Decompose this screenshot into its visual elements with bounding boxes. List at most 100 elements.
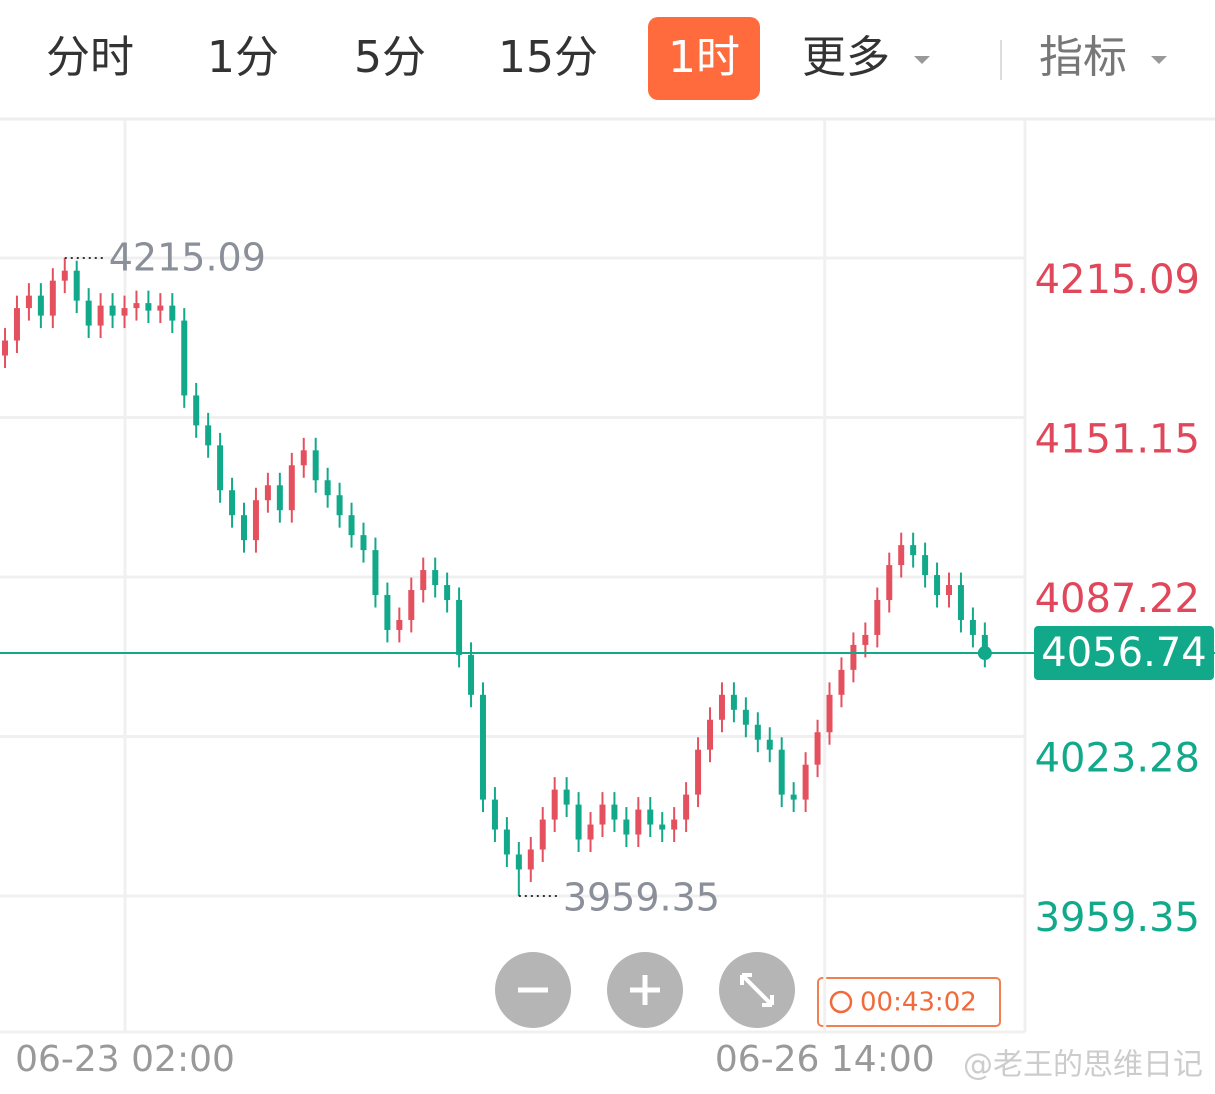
candle-body [730,694,737,710]
candle-body [193,395,200,426]
candle-body [814,732,821,765]
candle-body [563,789,570,805]
candle-body [229,490,236,516]
dropdown-arrow [914,56,930,64]
candle-body [73,270,80,301]
x-tick-label: 06-23 02:00 [15,1039,235,1080]
candle-body [647,809,654,825]
candle-body [157,305,164,311]
watermark: @老王的思维日记 [963,1048,1203,1083]
candle-body [850,644,857,670]
candle-body [575,804,582,840]
candle-body [754,724,761,740]
candle-body [898,545,905,566]
candle-body [718,694,725,720]
timer: 00:43:02 [860,988,977,1018]
tab[interactable]: 指标 [1039,32,1127,83]
high-label: 4215.09 [109,235,266,279]
tab[interactable]: 15分 [498,32,598,83]
candle-body [515,854,522,870]
candle-body [886,565,893,601]
x-tick-label: 06-26 14:00 [715,1039,935,1080]
last-price-dot [977,646,992,661]
candle-body [659,824,666,830]
candle-body [683,794,690,820]
candle-body [981,634,988,654]
tab[interactable]: 分时 [46,32,134,83]
candle-body [695,749,702,795]
candle-body [874,600,881,635]
candle-body [121,308,128,316]
candle-body [420,570,427,591]
candle-body [922,555,929,576]
candle-body [336,495,343,516]
candle-body [910,545,917,556]
candle-body [946,585,953,596]
candle-body [444,585,451,601]
y-tick-label: 4087.22 [1035,576,1200,622]
candle-body [635,809,642,835]
dropdown-arrow [1151,56,1167,64]
candle-body [790,794,797,800]
y-tick-label: 4215.09 [1035,257,1200,303]
candle-body [276,485,283,511]
candle-body [862,634,869,645]
y-tick-label: 3959.35 [1035,895,1200,941]
candle-body [539,819,546,850]
candle-body [479,694,486,800]
y-tick-label: 4023.28 [1035,736,1200,782]
candle-body [241,515,248,541]
candle-body [288,465,295,511]
candle-body [671,819,678,830]
timer-box [817,977,1001,1027]
y-tick-label: 4151.15 [1035,417,1200,463]
candle-body [25,295,32,309]
candle-body [181,320,188,396]
candle-body [109,305,116,316]
candle-body [551,789,558,820]
candle-body [491,799,498,830]
tab[interactable]: 1分 [207,32,279,83]
candle-body [802,764,809,800]
candle-body [61,270,68,281]
candle-body [324,480,331,496]
candle-body [2,340,9,356]
candle-body [826,694,833,733]
candle-body [169,305,176,321]
candle-body [348,515,355,536]
candle-body [384,595,391,630]
candle-body [252,500,259,541]
tab[interactable]: 5分 [354,32,426,83]
candle-body [300,450,307,466]
candle-body [611,804,618,820]
candle-body [85,300,92,326]
candle-body [707,719,714,750]
candle-body [396,619,403,630]
candle-body [97,305,104,326]
candle-body [217,445,224,491]
tab[interactable]: 1时 [668,32,740,83]
candle-body [205,425,212,446]
candle-body [264,485,271,501]
candle-body [969,619,976,635]
tab[interactable]: 更多 [802,32,890,83]
candle-body [934,575,941,596]
candle-body [408,590,415,620]
low-label: 3959.35 [563,876,720,920]
candle-body [360,535,367,551]
clock-icon [829,990,853,1014]
candle-body [503,829,510,855]
candle-body [133,303,140,309]
last-price-label: 4056.74 [1041,630,1206,676]
plot: 3959.35 4023.28 4087.22 4151.15 4215.09 06-23… [0,120,1215,1080]
candle-body [13,308,20,341]
candle-body [778,749,785,795]
candle-body [49,280,56,316]
candle-body [456,600,463,655]
candle-body [599,804,606,825]
last-price-box [1034,626,1214,681]
candle-body [838,669,845,695]
candle-body [587,824,594,840]
